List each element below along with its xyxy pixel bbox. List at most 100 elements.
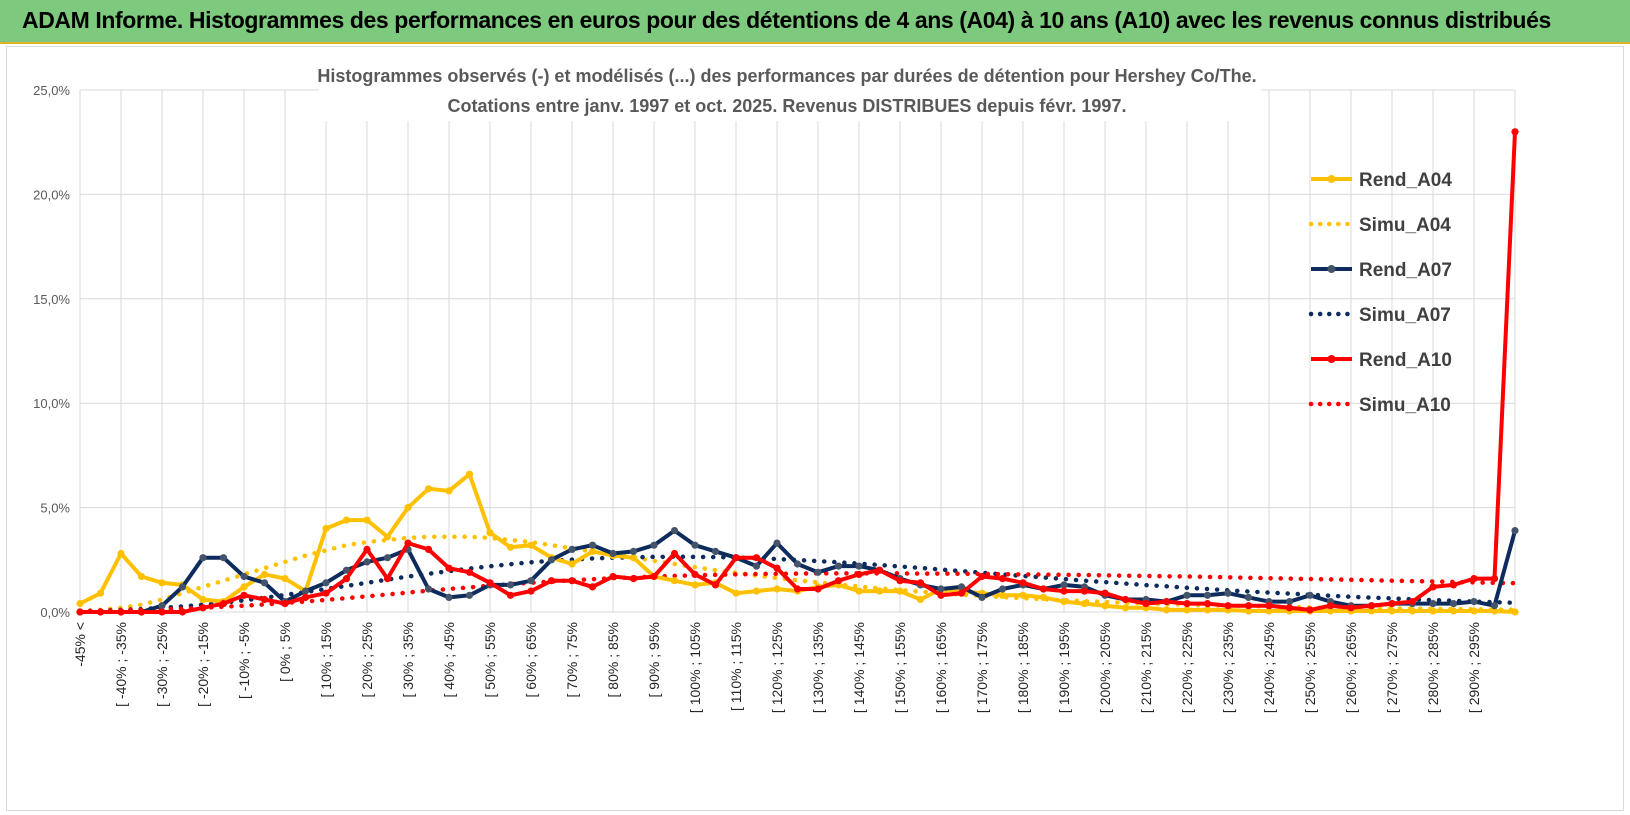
x-tick-label: [ -40% ; -35%: [113, 622, 129, 707]
data-point: [814, 585, 822, 593]
data-point: [445, 593, 453, 602]
data-point: [76, 600, 84, 608]
data-point: [199, 604, 207, 612]
x-tick-label: [ 40% ; 45%: [441, 622, 457, 698]
x-tick-label: [ 130% ; 135%: [810, 622, 826, 713]
x-tick-label: [ 240% ; 245%: [1261, 622, 1277, 713]
data-point: [711, 581, 720, 589]
data-point: [424, 585, 433, 593]
data-point: [1470, 607, 1478, 615]
data-point: [527, 587, 535, 595]
series-simu-a10: [77, 571, 1518, 614]
data-point: [957, 589, 966, 597]
data-point: [855, 570, 863, 579]
legend: Rend_A04 Simu_A04 Rend_A07 Simu_A07 Rend_A10…: [1308, 170, 1452, 416]
data-point: [998, 591, 1007, 599]
x-tick-label: [ 280% ; 285%: [1425, 622, 1441, 713]
data-point: [1306, 591, 1314, 599]
data-point: [363, 558, 371, 566]
data-point: [609, 549, 617, 558]
series-rend-a10: [76, 128, 1519, 616]
data-point: [588, 583, 597, 591]
y-axis-ticks: 0,0% 5,0% 10,0% 15,0% 20,0% 25,0%: [33, 83, 70, 620]
x-tick-label: [ 50% ; 55%: [482, 622, 498, 698]
data-point: [117, 549, 125, 558]
data-point: [834, 562, 843, 570]
data-point: [96, 589, 105, 597]
data-point: [1162, 598, 1171, 606]
data-point: [383, 575, 392, 583]
data-point: [260, 570, 269, 579]
data-point: [1039, 585, 1048, 593]
series-simu-a07: [77, 554, 1518, 614]
data-point: [1367, 602, 1376, 610]
x-tick-label: [ 180% ; 185%: [1015, 622, 1031, 713]
data-point: [404, 504, 412, 512]
data-point: [650, 541, 658, 549]
x-tick-label: [ 20% ; 25%: [359, 622, 375, 698]
data-point: [1326, 602, 1335, 610]
data-point: [691, 570, 699, 579]
data-point: [834, 577, 843, 585]
data-point: [670, 577, 679, 585]
data-point: [158, 608, 166, 616]
data-point: [793, 560, 802, 568]
data-point: [1470, 598, 1478, 606]
data-point: [199, 554, 207, 562]
x-tick-label: [ -20% ; -15%: [195, 622, 211, 707]
data-point: [1511, 608, 1519, 616]
gridlines: [79, 89, 1516, 613]
data-point: [1285, 598, 1294, 606]
x-tick-label: [ 100% ; 105%: [687, 622, 703, 713]
data-point: [609, 572, 617, 581]
data-point: [1183, 600, 1191, 608]
data-point: [568, 577, 576, 585]
data-point: [178, 608, 187, 616]
data-point: [486, 579, 494, 587]
x-tick-label: [ 150% ; 155%: [892, 622, 908, 713]
data-point: [465, 470, 474, 478]
y-tick-label: 20,0%: [33, 187, 70, 202]
data-point: [1511, 527, 1519, 535]
data-point: [1203, 606, 1212, 614]
data-point: [445, 487, 453, 495]
data-point: [998, 585, 1007, 593]
x-tick-label: [ 70% ; 75%: [564, 622, 580, 698]
data-point: [363, 516, 371, 524]
data-point: [322, 589, 330, 597]
data-point: [424, 545, 433, 553]
data-point: [1490, 602, 1499, 610]
data-point: [137, 572, 146, 581]
data-point: [527, 541, 535, 549]
y-tick-label: 25,0%: [33, 83, 70, 98]
chart-title-line-1: Histogrammes observés (-) et modélisés (…: [317, 66, 1256, 86]
data-point: [1244, 593, 1253, 602]
data-point: [978, 593, 986, 602]
data-point: [1306, 606, 1314, 614]
legend-marker: [1327, 175, 1336, 183]
legend-label: Rend_A07: [1359, 260, 1452, 281]
data-point: [1449, 581, 1458, 589]
data-point: [1162, 606, 1171, 614]
data-point: [1490, 575, 1499, 583]
data-point: [465, 568, 474, 576]
data-point: [486, 529, 494, 537]
data-point: [1244, 607, 1253, 615]
x-tick-label: [ 220% ; 225%: [1179, 622, 1195, 713]
data-point: [1429, 600, 1437, 608]
data-point: [1429, 583, 1437, 591]
data-point: [158, 579, 166, 587]
y-tick-label: 15,0%: [33, 292, 70, 307]
x-tick-label: [ 260% ; 265%: [1343, 622, 1359, 713]
data-point: [629, 547, 638, 555]
data-point: [260, 595, 269, 604]
data-point: [1367, 607, 1376, 615]
data-point: [1265, 607, 1273, 615]
data-point: [404, 539, 412, 547]
data-point: [855, 562, 863, 570]
data-point: [1408, 598, 1417, 606]
data-point: [691, 581, 699, 589]
data-point: [691, 541, 699, 549]
data-point: [978, 572, 986, 581]
data-point: [363, 545, 371, 553]
